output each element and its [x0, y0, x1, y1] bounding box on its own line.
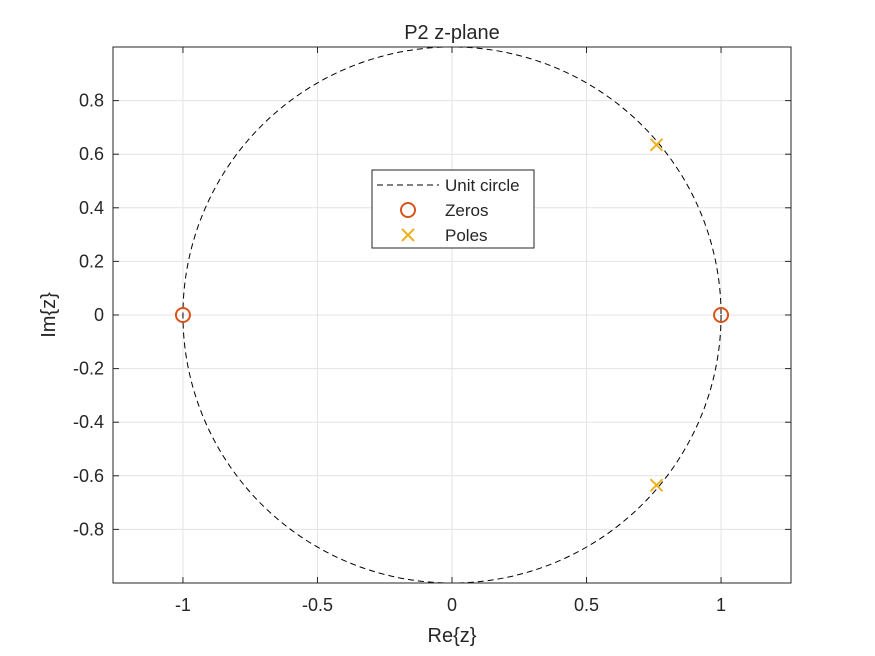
legend-marker-zeros: [400, 202, 416, 218]
y-tick-label: 0.8: [79, 91, 104, 111]
y-tick-label: -0.6: [73, 466, 104, 486]
y-axis-label: Im{z}: [38, 292, 60, 338]
x-tick-label: 0.5: [574, 595, 599, 615]
x-tick-label: 1: [716, 595, 726, 615]
y-tick-label: 0.2: [79, 251, 104, 271]
y-tick-label: -0.4: [73, 412, 104, 432]
chart-title: P2 z-plane: [404, 22, 500, 44]
pole-stroke: [401, 228, 415, 242]
x-axis-label: Re{z}: [428, 625, 477, 647]
legend-box: [371, 169, 535, 249]
pole-marker: [649, 478, 664, 492]
axis-ticks: -1 -0.5 0 0.5 1 -0.8 -0.6 -0.4 -0.2 0 0.2 0.4 0.6 0.8: [73, 47, 791, 615]
legend-label: Unit circle: [445, 176, 520, 195]
zero-marker: [713, 307, 730, 323]
y-tick-label: 0: [94, 305, 104, 325]
legend-label: Zeros: [445, 201, 488, 220]
x-tick-label: -0.5: [302, 595, 333, 615]
legend-marker-poles: [401, 228, 415, 242]
pole-stroke: [649, 478, 664, 492]
pole-stroke: [649, 138, 664, 152]
y-tick-label: 0.6: [79, 144, 104, 164]
x-tick-label: 0: [447, 595, 457, 615]
x-tick-label: -1: [175, 595, 191, 615]
y-tick-label: -0.2: [73, 359, 104, 379]
y-tick-label: 0.4: [79, 198, 104, 218]
legend-label: Poles: [445, 226, 488, 245]
y-tick-label: -0.8: [73, 519, 104, 539]
zero-marker: [174, 307, 191, 323]
pole-marker: [649, 138, 664, 152]
legend: Unit circle Zeros Poles: [371, 169, 535, 249]
